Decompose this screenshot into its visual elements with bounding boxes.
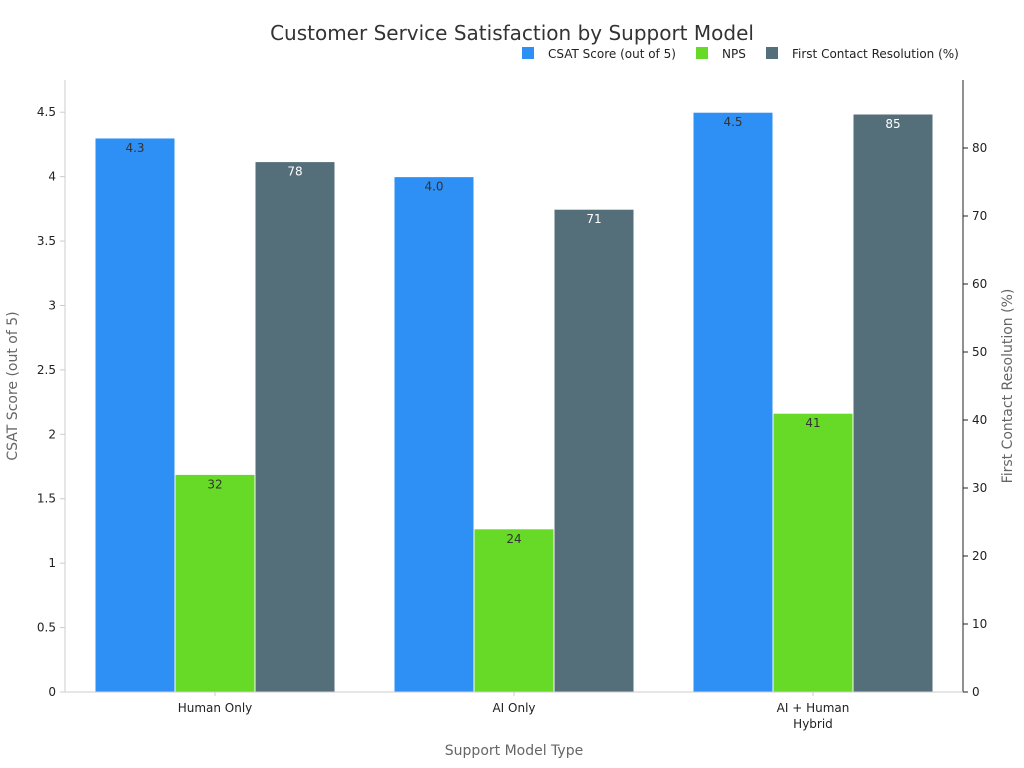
data-label-0-1: 4.0 (424, 180, 443, 194)
bar-2-1 (553, 208, 635, 693)
legend-label-1: NPS (722, 47, 746, 61)
y-axis-title: CSAT Score (out of 5) (5, 311, 21, 460)
data-label-2-0: 78 (287, 165, 302, 179)
legend-swatch-2 (766, 47, 778, 59)
left-tick-label-3: 1.5 (37, 492, 56, 506)
legend-label-2: First Contact Resolution (%) (792, 47, 959, 61)
right-tick-label-2: 20 (972, 549, 987, 563)
y2-axis-title: First Contact Resolution (%) (1000, 289, 1016, 484)
x-axis-ticks: Human Only AI Only AI + Human Hybrid (178, 692, 850, 731)
bar-2-2 (852, 113, 934, 693)
bar-1-0 (174, 473, 256, 693)
bars-group (94, 111, 934, 693)
right-tick-label-4: 40 (972, 413, 987, 427)
bar-labels-group: 4.3 4.0 4.5 32 24 41 78 71 85 (125, 115, 900, 546)
data-label-2-1: 71 (586, 212, 601, 226)
legend-swatch-0 (522, 47, 534, 59)
data-label-1-0: 32 (207, 477, 222, 491)
legend-swatch-1 (696, 47, 708, 59)
right-tick-label-1: 10 (972, 617, 987, 631)
right-tick-label-3: 30 (972, 481, 987, 495)
left-tick-label-4: 2 (48, 427, 56, 441)
bar-0-2 (692, 111, 774, 693)
left-tick-label-7: 3.5 (37, 234, 56, 248)
data-label-1-2: 41 (805, 416, 820, 430)
bar-1-1 (473, 528, 555, 693)
data-label-2-2: 85 (885, 117, 900, 131)
data-label-0-0: 4.3 (125, 141, 144, 155)
x-tick-label-1-0: AI Only (492, 701, 535, 715)
x-tick-label-2-1: Hybrid (793, 717, 833, 731)
left-tick-label-1: 0.5 (37, 621, 56, 635)
data-label-0-2: 4.5 (723, 115, 742, 129)
bar-1-2 (772, 412, 854, 693)
right-tick-label-7: 70 (972, 209, 987, 223)
legend-label-0: CSAT Score (out of 5) (548, 47, 676, 61)
bar-0-0 (94, 137, 176, 693)
x-tick-label-2-0: AI + Human (777, 701, 850, 715)
left-tick-label-9: 4.5 (37, 105, 56, 119)
left-tick-label-8: 4 (48, 170, 56, 184)
right-tick-label-0: 0 (972, 685, 980, 699)
right-tick-label-6: 60 (972, 277, 987, 291)
bar-2-0 (254, 161, 336, 693)
left-axis-ticks: 0 0.5 1 1.5 2 2.5 3 3.5 4 4.5 (37, 105, 65, 699)
x-axis-title: Support Model Type (445, 743, 583, 759)
right-tick-label-5: 50 (972, 345, 987, 359)
left-tick-label-6: 3 (48, 298, 56, 312)
left-tick-label-2: 1 (48, 556, 56, 570)
left-tick-label-0: 0 (48, 685, 56, 699)
data-label-1-1: 24 (506, 532, 521, 546)
chart-title: Customer Service Satisfaction by Support… (270, 21, 754, 45)
right-tick-label-8: 80 (972, 141, 987, 155)
right-axis-ticks: 0 10 20 30 40 50 60 70 80 (963, 141, 987, 699)
x-tick-label-0-0: Human Only (178, 701, 253, 715)
left-tick-label-5: 2.5 (37, 363, 56, 377)
bar-0-1 (393, 176, 475, 693)
legend: CSAT Score (out of 5) NPS First Contact Re… (522, 47, 959, 61)
